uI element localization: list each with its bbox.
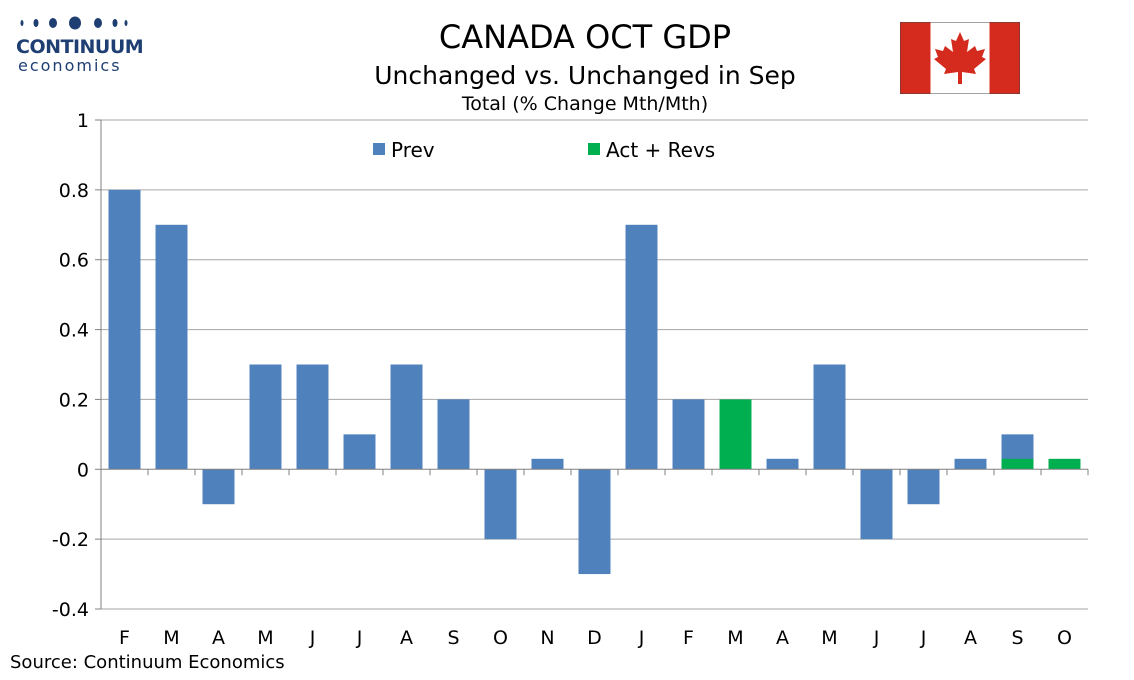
x-tick-label: J (873, 627, 880, 649)
x-tick-label: J (356, 627, 363, 649)
x-tick-label: A (212, 627, 225, 649)
y-tick-label: -0.2 (52, 529, 89, 551)
y-tick-label: 0.8 (59, 180, 89, 202)
y-tick-label: -0.4 (52, 599, 89, 621)
x-tick-label: D (587, 627, 602, 649)
x-tick-label: A (964, 627, 977, 649)
legend-swatch-act (588, 143, 600, 155)
x-tick-label: M (727, 627, 743, 649)
chart-title: CANADA OCT GDP (438, 18, 732, 56)
bar-prev (907, 469, 940, 505)
bar-prev (531, 458, 564, 470)
y-tick-label: 0.2 (59, 389, 89, 411)
bar-prev (202, 469, 235, 505)
logo-dots-icon (20, 16, 128, 30)
legend: Prev Act + Revs (373, 138, 715, 162)
bar-act (1048, 458, 1081, 470)
bar-prev (155, 224, 188, 470)
bar-prev (108, 189, 141, 470)
x-tick-label: J (309, 627, 316, 649)
x-tick-label: O (493, 627, 508, 649)
logo-subtext: economics (18, 56, 122, 75)
bar-act (719, 399, 752, 470)
y-tick-label: 0.4 (59, 320, 89, 342)
legend-label: Act + Revs (606, 138, 715, 162)
chart-subtitle: Unchanged vs. Unchanged in Sep (374, 61, 796, 90)
bar-prev (672, 399, 705, 470)
x-tick-label: N (540, 627, 554, 649)
x-tick-label: O (1057, 627, 1072, 649)
x-tick-label: F (119, 627, 130, 649)
bar-prev (437, 399, 470, 470)
x-tick-label: S (1011, 627, 1023, 649)
x-tick-label: A (776, 627, 789, 649)
bar-prev (813, 364, 846, 470)
x-tick-label: J (920, 627, 927, 649)
bar-act (1001, 458, 1034, 470)
bar-prev (249, 364, 282, 470)
logo-brand: CONTINUUM (16, 36, 144, 58)
bar-prev (625, 224, 658, 470)
chart-subtitle-units: Total (% Change Mth/Mth) (461, 93, 709, 115)
x-tick-label: S (447, 627, 459, 649)
bar-prev (860, 469, 893, 540)
y-tick-label: 0 (77, 459, 89, 481)
x-tick-label: M (257, 627, 273, 649)
bar-prev (484, 469, 517, 540)
x-tick-label: M (821, 627, 837, 649)
x-tick-label: F (683, 627, 694, 649)
x-tick-label: J (638, 627, 645, 649)
bar-prev (578, 469, 611, 575)
x-tick-label: A (400, 627, 413, 649)
legend-label: Prev (391, 138, 435, 162)
bar-prev (390, 364, 423, 470)
bar-prev (296, 364, 329, 470)
y-tick-label: 1 (77, 110, 89, 132)
x-tick-label: M (163, 627, 179, 649)
canada-flag-icon (900, 22, 1020, 94)
source-note: Source: Continuum Economics (10, 652, 285, 673)
bar-prev (343, 434, 376, 470)
y-tick-label: 0.6 (59, 250, 89, 272)
bar-prev (766, 458, 799, 470)
bars (108, 189, 1081, 575)
continuum-logo: CONTINUUM economics (10, 14, 144, 76)
bar-prev (954, 458, 987, 470)
axes: -0.4 -0.2 0 0.2 0.4 0.6 0.8 1 F M A M J J A S O N D J F M A M J J… (52, 110, 1089, 649)
legend-swatch-prev (373, 143, 385, 155)
